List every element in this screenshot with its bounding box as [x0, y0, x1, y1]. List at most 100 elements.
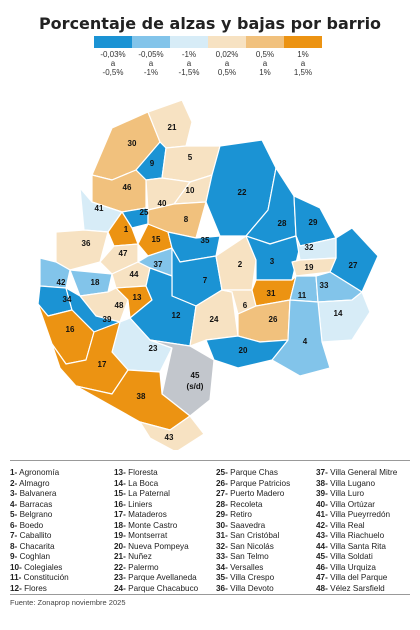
barrio-column: 13- Floresta 14- La Boca 15- La Paternal… — [114, 468, 214, 594]
map-label-40: 40 — [158, 199, 167, 208]
source-note: Fuente: Zonaprop noviembre 2025 — [10, 598, 126, 607]
map-label-36: 36 — [82, 239, 91, 248]
map-label-2: 2 — [238, 260, 243, 269]
legend-swatch-3 — [170, 36, 208, 48]
list-item: 42- Villa Real — [316, 520, 365, 530]
map-label-43: 43 — [165, 433, 174, 442]
list-item: 29- Retiro — [216, 510, 252, 519]
list-item: 5- Belgrano — [10, 510, 53, 519]
map-label-9: 9 — [150, 159, 155, 168]
legend-label-3: -1% a -1,5% — [178, 50, 200, 77]
map-label-1: 1 — [124, 225, 129, 234]
map-label-6: 6 — [243, 301, 248, 310]
list-item: 31- San Cristóbal — [216, 531, 280, 540]
map-title: Porcentaje de alzas y bajas por barrio — [38, 14, 382, 33]
map-label-41: 41 — [95, 204, 104, 213]
region-36 — [55, 229, 109, 271]
list-item: 22- Palermo — [114, 562, 159, 572]
legend-swatch-4 — [208, 36, 246, 48]
map-label-18: 18 — [91, 278, 100, 287]
list-item: 11- Constitución — [10, 573, 69, 582]
list-item: 46- Villa Urquiza — [316, 562, 376, 572]
list-item: 8- Chacarita — [10, 541, 55, 551]
legend-label-1: -0,03% a -0,5% — [100, 50, 126, 77]
map-label-16: 16 — [66, 325, 75, 334]
list-item: 44- Villa Santa Rita — [316, 541, 386, 551]
map-label-37: 37 — [154, 260, 163, 269]
list-item: 16- Liniers — [114, 499, 153, 509]
map-label-5: 5 — [188, 153, 193, 162]
region-1 — [107, 211, 139, 247]
list-item: 35- Villa Crespo — [216, 573, 275, 582]
divider-bottom — [10, 594, 410, 595]
region-43 — [139, 415, 205, 450]
barrio-index: 1- Agronomía 2- Almagro 3- Balvanera 4- … — [10, 468, 410, 594]
list-item: 39- Villa Luro — [316, 489, 365, 498]
map-label-32: 32 — [305, 243, 314, 252]
list-item: 24- Parque Chacabuco — [114, 583, 199, 593]
region-42 — [39, 257, 71, 289]
map-label-17: 17 — [98, 360, 107, 369]
map-label-22: 22 — [238, 188, 247, 197]
list-item: 48- Vélez Sarsfield — [316, 583, 385, 593]
barrio-column: 1- Agronomía 2- Almagro 3- Balvanera 4- … — [10, 468, 110, 594]
list-item: 38- Villa Lugano — [316, 478, 376, 488]
list-item: 4- Barracas — [10, 499, 53, 509]
map-label-7: 7 — [203, 276, 208, 285]
legend-swatch-1 — [94, 36, 132, 48]
map-label-24: 24 — [210, 315, 219, 324]
list-item: 7- Caballito — [10, 531, 52, 540]
list-item: 34- Versalles — [216, 562, 264, 572]
map-label-20: 20 — [239, 346, 248, 355]
region-17 — [51, 321, 129, 395]
map-label-48: 48 — [115, 301, 124, 310]
list-item: 21- Nuñez — [114, 552, 152, 561]
map-label-35: 35 — [201, 236, 210, 245]
region-20 — [205, 335, 289, 369]
map-label-25: 25 — [140, 208, 149, 217]
map-label-4: 4 — [303, 337, 308, 346]
list-item: 28- Recoleta — [216, 499, 263, 509]
map-label-29: 29 — [309, 218, 318, 227]
map-label-42: 42 — [57, 278, 66, 287]
list-item: 23- Parque Avellaneda — [114, 573, 197, 582]
region-19 — [291, 257, 337, 277]
map-label-15: 15 — [152, 235, 161, 244]
list-item: 12- Flores — [10, 583, 47, 593]
list-item: 6- Boedo — [10, 520, 44, 530]
list-item: 10- Colegiales — [10, 562, 63, 572]
barrios-map: 30 21 9 5 46 41 10 40 25 22 36 1 47 15 8… — [37, 99, 379, 450]
map-label-39: 39 — [103, 315, 112, 324]
map-label-27: 27 — [349, 261, 358, 270]
region-40 — [145, 177, 191, 211]
list-item: 13- Floresta — [114, 468, 158, 477]
map-label-45-note: (s/d) — [187, 382, 204, 391]
list-item: 45- Villa Soldati — [316, 552, 373, 561]
list-item: 25- Parque Chas — [216, 468, 278, 477]
list-item: 14- La Boca — [114, 478, 159, 488]
list-item: 9- Coghlan — [10, 552, 51, 561]
map-label-26: 26 — [269, 315, 278, 324]
map-label-3: 3 — [270, 257, 275, 266]
legend-label-5: 0,5% a 1% — [255, 50, 275, 77]
map-label-13: 13 — [133, 293, 142, 302]
map-label-44: 44 — [130, 270, 139, 279]
map-label-19: 19 — [305, 263, 314, 272]
list-item: 3- Balvanera — [10, 489, 57, 498]
list-item: 26- Parque Patricios — [216, 478, 291, 488]
list-item: 30- Saavedra — [216, 520, 266, 530]
region-32 — [295, 235, 337, 261]
map-label-8: 8 — [184, 215, 189, 224]
list-item: 27- Puerto Madero — [216, 489, 285, 498]
region-47 — [99, 243, 139, 275]
list-item: 47- Villa del Parque — [316, 573, 388, 582]
color-legend: -0,03% a -0,5% -0,05% a -1% -1% a -1,5% … — [94, 36, 322, 84]
list-item: 2- Almagro — [10, 478, 50, 488]
legend-swatch-2 — [132, 36, 170, 48]
legend-label-2: -0,05% a -1% — [138, 50, 164, 77]
legend-swatch-6 — [284, 36, 322, 48]
barrio-column: 37- Villa General Mitre 38- Villa Lugano… — [316, 468, 416, 594]
map-label-10: 10 — [186, 186, 195, 195]
map-label-11: 11 — [298, 291, 307, 300]
list-item: 36- Villa Devoto — [216, 583, 274, 593]
